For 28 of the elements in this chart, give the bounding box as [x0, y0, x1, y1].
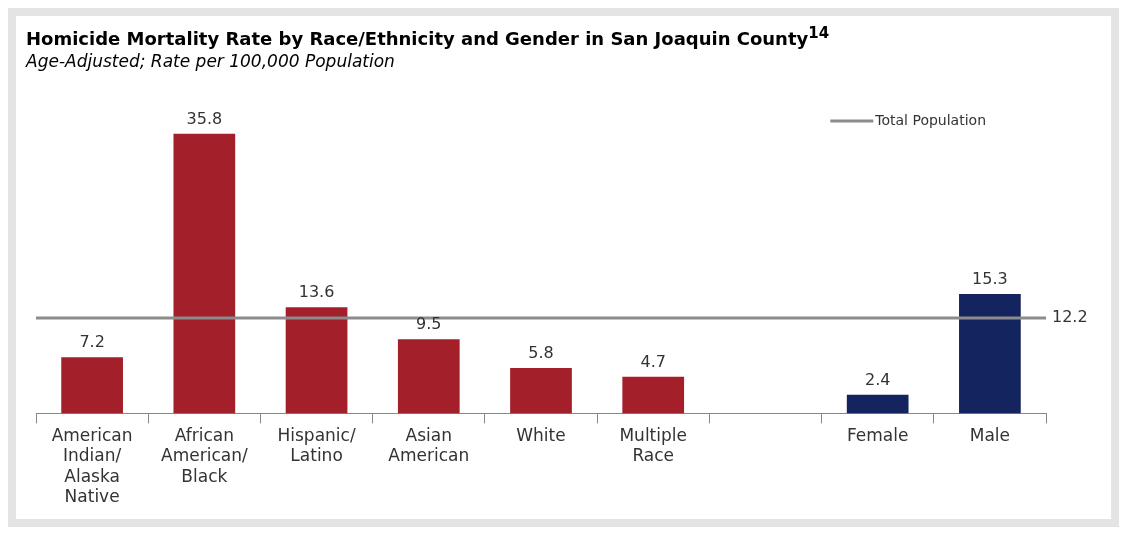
chart-title: Homicide Mortality Rate by Race/Ethnicity and Gender in San Joaquin County$^{14}$ [26, 24, 831, 49]
x-tick-label: Multiple Race [619, 425, 687, 466]
x-tick-label: African American/ Black [161, 425, 248, 486]
x-tick-label: Hispanic/ Latino [277, 425, 356, 466]
bar [285, 307, 348, 414]
bar [959, 293, 1021, 414]
data-label: 13.6 [298, 282, 335, 302]
data-label: 5.8 [528, 343, 554, 363]
data-label: 35.8 [186, 108, 223, 128]
bar [61, 357, 123, 414]
data-label: 4.7 [640, 351, 666, 371]
x-tick-label: American Indian/ Alaska Native [51, 425, 133, 507]
chart-subtitle: Age-Adjusted; Rate per 100,000 Population [26, 51, 396, 71]
x-tick-label: Male [969, 425, 1011, 446]
data-label: 2.4 [864, 369, 891, 389]
bar [510, 368, 572, 414]
legend-label: Total Population [874, 111, 986, 128]
data-label: 7.2 [79, 332, 105, 352]
x-tick-label: White [516, 425, 566, 446]
bar [846, 394, 909, 414]
text: 12.2 [1052, 307, 1088, 327]
data-label: 15.3 [972, 269, 1008, 289]
data-label: 9.5 [416, 314, 442, 334]
x-tick-label: Asian American [388, 425, 470, 466]
bar [397, 339, 460, 414]
x-tick-label: Female [846, 425, 909, 446]
bar [622, 376, 685, 414]
bar [173, 133, 236, 414]
